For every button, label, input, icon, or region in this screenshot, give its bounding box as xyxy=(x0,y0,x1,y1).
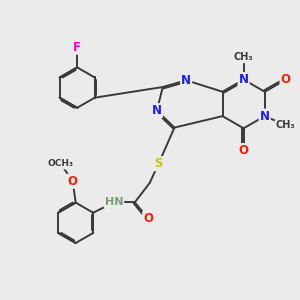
Text: S: S xyxy=(154,157,163,170)
Text: O: O xyxy=(143,212,153,225)
Text: CH₃: CH₃ xyxy=(276,120,296,130)
Text: HN: HN xyxy=(105,197,123,207)
Text: O: O xyxy=(280,74,290,86)
Text: N: N xyxy=(152,104,162,117)
Text: OCH₃: OCH₃ xyxy=(48,160,74,169)
Text: N: N xyxy=(260,110,270,123)
Text: N: N xyxy=(181,74,191,87)
Text: F: F xyxy=(73,41,81,54)
Text: O: O xyxy=(68,175,78,188)
Text: CH₃: CH₃ xyxy=(234,52,254,62)
Text: N: N xyxy=(238,73,249,86)
Text: O: O xyxy=(238,144,249,157)
